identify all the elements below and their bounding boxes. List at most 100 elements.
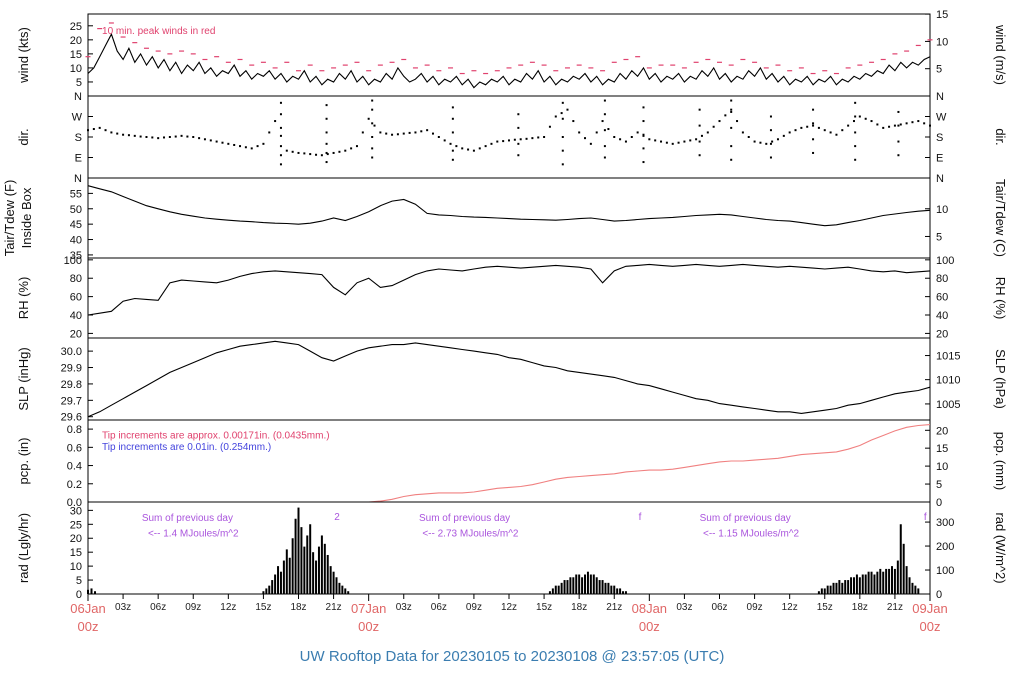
series-wind-direction	[168, 136, 171, 138]
series-wind-direction	[847, 124, 850, 127]
series-wind-direction	[420, 130, 423, 133]
series-wind-direction	[145, 136, 148, 138]
series-wind-direction	[806, 125, 809, 128]
series-wind-direction	[239, 145, 242, 148]
series-sea-level-pressure	[87, 340, 931, 418]
series-wind-direction	[513, 138, 516, 141]
series-wind-direction	[788, 131, 791, 134]
y-tick-label-left: 5	[76, 77, 82, 89]
series-wind-direction	[624, 140, 627, 143]
series-wind-direction	[325, 117, 328, 120]
series-wind-direction	[139, 135, 142, 138]
series-wind-direction	[408, 131, 411, 134]
y-tick-label-right: 5	[936, 64, 942, 76]
series-wind-direction	[642, 134, 645, 137]
y-tick-label-right: 15	[936, 443, 948, 455]
series-wind-direction	[677, 141, 680, 144]
y-tick-label-right: 100	[936, 565, 954, 577]
series-wind-direction	[665, 141, 668, 144]
x-major-label-hour: 00z	[639, 619, 660, 634]
axis-label-left: pcp. (in)	[16, 438, 31, 485]
series-wind-direction	[812, 108, 815, 111]
y-tick-label-left: 50	[70, 204, 82, 216]
series-wind-direction	[87, 129, 89, 132]
annotation: <-- 1.15 MJoules/m^2	[703, 529, 800, 540]
y-tick-label-left: 100	[64, 255, 82, 267]
series-wind-direction	[320, 154, 323, 157]
series-wind-direction	[472, 149, 475, 152]
y-tick-label-left: E	[75, 153, 82, 165]
annotation: Sum of previous day	[419, 513, 510, 524]
y-tick-label-left: 29.6	[61, 412, 82, 424]
series-wind-direction	[607, 128, 610, 131]
series-wind-direction	[455, 145, 458, 148]
series-wind-avg	[87, 32, 931, 89]
series-wind-direction	[151, 136, 154, 139]
series-wind-direction	[274, 120, 277, 123]
series-wind-direction	[203, 138, 206, 141]
axis-label-right: SLP (hPa)	[993, 349, 1008, 409]
series-wind-direction	[244, 146, 247, 149]
y-tick-label-left: 80	[70, 273, 82, 285]
series-wind-direction	[769, 129, 772, 132]
series-wind-direction	[325, 142, 328, 145]
series-wind-direction	[367, 117, 370, 120]
series-wind-direction	[209, 139, 212, 142]
series-wind-direction	[508, 139, 510, 142]
series-wind-direction	[595, 131, 598, 134]
x-minor-label: 12z	[782, 602, 798, 613]
y-tick-label-right: W	[936, 112, 947, 124]
y-tick-label-left: 10	[70, 63, 82, 75]
x-minor-label: 06z	[431, 602, 447, 613]
y-tick-label-right: 1005	[936, 399, 960, 411]
series-wind-direction	[929, 124, 931, 127]
series-wind-direction	[560, 112, 563, 115]
series-wind-direction	[698, 140, 701, 143]
series-wind-direction	[698, 108, 701, 111]
y-tick-label-right: 80	[936, 273, 948, 285]
y-tick-label-left: N	[74, 173, 82, 185]
y-tick-label-left: 0	[76, 589, 82, 601]
axis-label-left: dir.	[16, 128, 31, 145]
series-wind-direction	[769, 156, 772, 159]
series-wind-direction	[589, 142, 592, 145]
y-tick-label-left: W	[72, 112, 83, 124]
series-wind-direction	[461, 147, 464, 150]
y-tick-label-right: 5	[936, 231, 942, 243]
panel-slp: 29.6 29.7 29.8 29.9 30.0 1005 1010 1015 SLP (inH…	[16, 337, 1008, 424]
series-tair	[87, 185, 931, 227]
series-wind-direction	[882, 126, 885, 129]
y-tick-label-right: 300	[936, 517, 954, 529]
y-tick-label-left: 30	[70, 505, 82, 517]
series-wind-direction	[603, 156, 606, 159]
series-wind-direction	[718, 120, 721, 123]
y-tick-label-right: 0	[936, 589, 942, 601]
x-minor-label: 21z	[606, 602, 622, 613]
x-minor-label: 18z	[571, 602, 587, 613]
series-wind-direction	[233, 143, 236, 146]
series-wind-direction	[325, 151, 328, 154]
series-wind-direction	[765, 142, 768, 145]
y-tick-label-left: 25	[70, 21, 82, 33]
series-wind-direction	[186, 135, 189, 138]
x-axis: 03z 06z 09z 12z 15z 18z 21z 03z 06z 09z 12z 15z 18z 2…	[70, 594, 948, 634]
series-wind-direction	[823, 129, 826, 132]
series-wind-direction	[712, 125, 715, 128]
series-wind-direction	[835, 133, 838, 136]
series-wind-direction	[812, 138, 815, 141]
series-wind-direction	[256, 145, 259, 148]
series-wind-direction	[548, 125, 551, 128]
annotation: 10 min. peak winds in red	[102, 26, 215, 37]
annotation: f	[924, 512, 927, 523]
x-minor-label: 06z	[711, 602, 727, 613]
series-wind-direction	[730, 158, 733, 161]
series-wind-direction	[642, 133, 645, 136]
y-tick-label-right: 0	[936, 497, 942, 509]
y-tick-label-right: N	[936, 173, 944, 185]
annotation: f	[639, 512, 642, 523]
series-wind-direction	[402, 132, 405, 135]
series-wind-direction	[361, 131, 364, 134]
x-minor-label: 03z	[115, 602, 131, 613]
